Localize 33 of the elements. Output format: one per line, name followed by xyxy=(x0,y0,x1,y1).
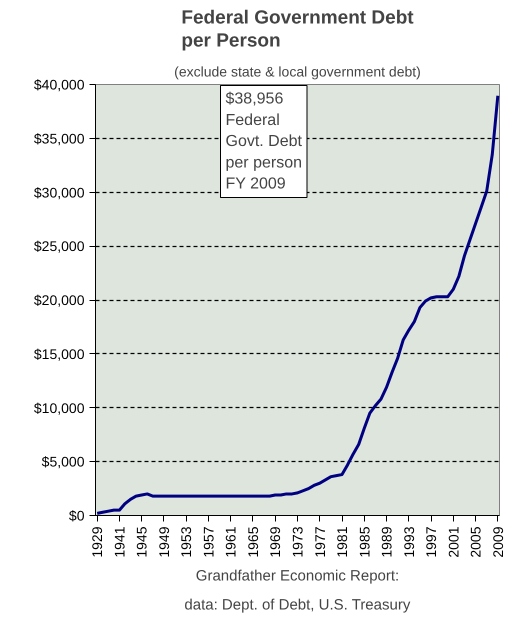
y-tick-label: $15,000 xyxy=(34,346,85,362)
x-tick-label: 1981 xyxy=(334,526,350,558)
text: data: Dept. of Debt, U.S. Treasury xyxy=(184,596,411,614)
chart-title: Federal Government Debt per Person xyxy=(181,7,414,52)
x-tick-label: 1993 xyxy=(400,526,417,558)
y-tick-label: $20,000 xyxy=(34,292,85,308)
x-tick-label: 1961 xyxy=(222,526,239,558)
x-tick-label: 1969 xyxy=(267,526,284,558)
y-tick-label: $10,000 xyxy=(34,400,85,416)
x-tick-label: 1953 xyxy=(178,526,194,558)
annotation: $38,956 Federal Govt. Debt per person FY 2009 xyxy=(226,90,303,192)
y-tick-label: $30,000 xyxy=(34,184,85,200)
y-tick-label: $25,000 xyxy=(34,238,85,254)
x-tick-label: 1941 xyxy=(111,526,128,558)
x-tick-label: 1985 xyxy=(356,526,372,558)
x-tick-label: 1977 xyxy=(312,526,328,558)
y-tick-label: $35,000 xyxy=(34,130,85,146)
x-tick-label: 2001 xyxy=(445,526,462,558)
y-tick-label: $40,000 xyxy=(34,76,85,92)
x-tick-label: 2005 xyxy=(468,526,484,558)
chart-subtitle: (exclude state & local government debt) xyxy=(174,64,421,80)
x-tick-label: 1957 xyxy=(200,526,216,558)
x-tick-label: 1965 xyxy=(244,526,261,558)
x-tick-label: 1949 xyxy=(156,526,172,558)
x-tick-label: 1973 xyxy=(290,526,306,558)
y-tick-label: $0 xyxy=(68,508,85,524)
text: Grandfather Economic Report: xyxy=(196,568,400,584)
x-tick-label: 1989 xyxy=(378,526,395,558)
x-tick-label: 1997 xyxy=(423,526,440,558)
x-tick-label: 2009 xyxy=(490,526,506,558)
x-tick-label: 1929 xyxy=(89,526,106,558)
x-tick-label: 1945 xyxy=(134,526,150,558)
y-tick-label: $5,000 xyxy=(42,454,85,470)
